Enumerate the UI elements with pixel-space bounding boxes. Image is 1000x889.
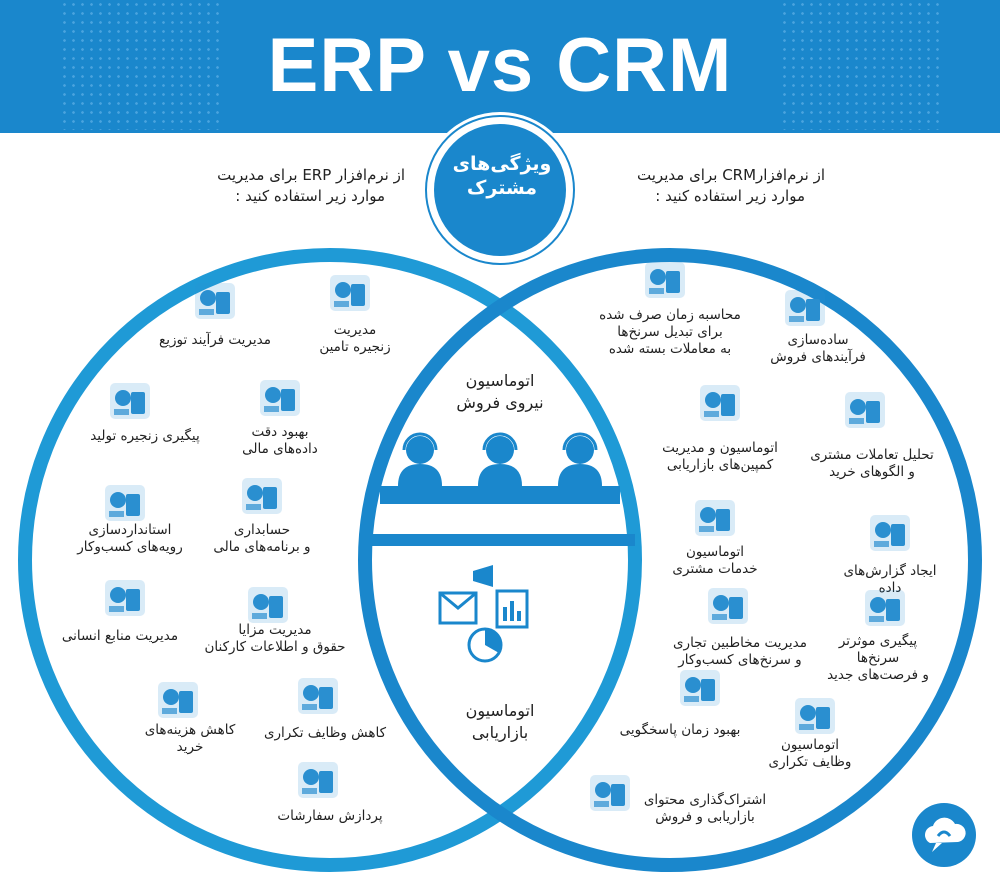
badge-line-1: ویژگی‌های — [452, 153, 552, 175]
erp-circle — [18, 248, 642, 872]
report-pie-icon — [861, 510, 919, 560]
customer-chat-icon — [686, 495, 744, 545]
hand-pointer-icon — [671, 665, 729, 715]
database-network-icon — [186, 278, 244, 328]
calculator-icon — [233, 473, 291, 523]
agent-headset-icon — [776, 285, 834, 335]
document-checklist-icon — [96, 480, 154, 530]
brand-logo — [912, 803, 976, 867]
erp-feature-label: مدیریت زنجیره تامین — [319, 322, 391, 355]
crm-feature-label: ساده‌سازی فرآیندهای فروش — [770, 332, 866, 365]
crm-feature-label: محاسبه زمان صرف شده برای تبدیل سرنخ‌ها ب… — [599, 307, 741, 357]
common-feature-label: اتوماسیون نیروی فروش — [456, 371, 544, 412]
crm-intro-line-1: از نرم‌افزارCRM برای مدیریت — [637, 166, 825, 184]
erp-feature-label: استانداردسازی رویه‌های کسب‌وکار — [77, 522, 183, 555]
crm-feature-label: اتوماسیون و مدیریت کمپین‌های بازاریابی — [662, 440, 778, 473]
crm-feature-label: پیگیری موثرتر سرنخ‌ها و فرصت‌های جدید — [827, 633, 929, 683]
erp-intro: از نرم‌افزار ERP برای مدیریت موارد زیر ا… — [200, 165, 405, 207]
bar-chart-icon — [149, 677, 207, 727]
crm-circle — [358, 248, 982, 872]
crm-intro: از نرم‌افزارCRM برای مدیریت موارد زیر اس… — [620, 165, 825, 207]
common-badge — [434, 124, 566, 256]
erp-feature-label: مدیریت منابع انسانی — [61, 628, 179, 644]
cloud-chat-icon — [925, 817, 966, 852]
report-magnifier-icon — [836, 387, 894, 437]
erp-feature-label: مدیریت فرآیند توزیع — [159, 332, 271, 348]
touch-gear-icon — [786, 693, 844, 743]
payroll-icon — [239, 582, 297, 632]
crm-feature-label: اشتراک‌گذاری محتوای بازاریابی و فروش — [643, 792, 767, 825]
crm-feature-label: ایجاد گزارش‌های داده — [843, 563, 937, 596]
workflow-icon — [289, 757, 347, 807]
erp-intro-line-2: موارد زیر استفاده کنید : — [235, 187, 385, 205]
page-title: ERP vs CRM — [267, 23, 733, 108]
erp-feature-label: بهبود دقت داده‌های مالی — [242, 424, 318, 457]
supply-chain-magnet-icon — [321, 270, 379, 320]
megaphone-icon — [691, 380, 749, 430]
dot-pattern-left — [60, 0, 220, 130]
erp-intro-line-1: از نرم‌افزار ERP برای مدیریت — [217, 166, 405, 184]
funnel-icon — [856, 585, 914, 635]
badge-outline — [425, 115, 575, 265]
common-feature-label: اتوماسیون بازاریابی — [465, 701, 535, 742]
erp-feature-label: کاهش هزینه‌های خرید — [144, 722, 236, 755]
crm-feature-label: اتوماسیون خدمات مشتری — [672, 544, 758, 577]
people-network-icon — [96, 575, 154, 625]
dot-pattern-right — [780, 0, 940, 130]
erp-feature-label: مدیریت مزایا حقوق و اطلاعات کارکنان — [204, 622, 346, 655]
header-banner: ERP vs CRM — [0, 0, 1000, 133]
sales-team-headset-icon — [380, 428, 620, 512]
crm-feature-label: تحلیل تعاملات مشتری و الگوهای خرید — [810, 447, 934, 480]
handshake-icon — [699, 583, 757, 633]
infinity-loop-icon — [289, 673, 347, 723]
erp-feature-label: کاهش وظایف تکراری — [263, 725, 387, 741]
crm-feature-label: بهبود زمان پاسخگویی — [619, 722, 741, 738]
presentation-icon — [581, 770, 639, 820]
erp-feature-label: حسابداری و برنامه‌های مالی — [213, 522, 311, 555]
erp-feature-label: پردازش سفارشات — [277, 808, 383, 824]
crm-intro-line-2: موارد زیر استفاده کنید : — [655, 187, 805, 205]
crm-feature-label: مدیریت مخاطبین تجاری و سرنخ‌های کسب‌وکار — [672, 635, 808, 668]
dollar-chart-icon — [251, 375, 309, 425]
factory-box-icon — [101, 378, 159, 428]
crm-feature-label: اتوماسیون وظایف تکراری — [768, 737, 852, 770]
marketing-megaphone-icon — [435, 563, 545, 667]
badge-line-2: مشترک — [466, 177, 538, 199]
hourglass-money-icon — [636, 257, 694, 307]
common-features-badge: ویژگی‌های مشترک — [432, 152, 572, 200]
erp-feature-label: پیگیری زنجیره تولید — [90, 428, 200, 444]
